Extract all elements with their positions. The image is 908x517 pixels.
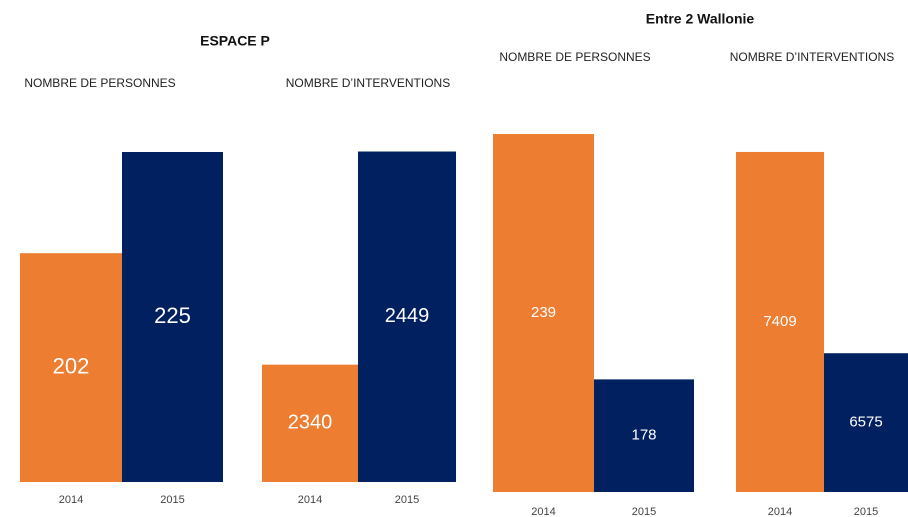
x-tick-label: 2014 <box>768 506 792 517</box>
bar <box>358 151 456 482</box>
x-tick-label: 2014 <box>298 494 322 506</box>
group-heading: Entre 2 Wallonie <box>646 11 755 27</box>
chart-subtitle: NOMBRE DE PERSONNES <box>24 76 175 90</box>
x-tick-label: 2015 <box>395 494 419 506</box>
value-label: 202 <box>53 353 90 378</box>
bar <box>122 152 223 482</box>
chart-subtitle: NOMBRE D’INTERVENTIONS <box>730 50 894 64</box>
chart-subtitle: NOMBRE D’INTERVENTIONS <box>286 76 450 90</box>
value-label: 239 <box>531 304 556 321</box>
x-tick-label: 2015 <box>160 494 184 506</box>
bar <box>594 379 694 492</box>
bar <box>493 134 594 492</box>
x-tick-label: 2014 <box>59 494 83 506</box>
group-heading: ESPACE P <box>200 33 270 49</box>
value-label: 225 <box>154 303 191 328</box>
value-label: 7409 <box>763 313 796 330</box>
bar <box>262 364 358 482</box>
chart-subtitle: NOMBRE DE PERSONNES <box>499 50 650 64</box>
value-label: 2340 <box>288 412 333 434</box>
value-label: 2449 <box>385 305 430 327</box>
bar <box>824 353 908 492</box>
bar <box>736 151 824 492</box>
x-tick-label: 2014 <box>531 506 555 517</box>
value-label: 178 <box>631 427 656 444</box>
bar <box>20 253 122 482</box>
value-label: 6575 <box>849 414 882 431</box>
x-tick-label: 2015 <box>854 506 878 517</box>
x-tick-label: 2015 <box>632 506 656 517</box>
